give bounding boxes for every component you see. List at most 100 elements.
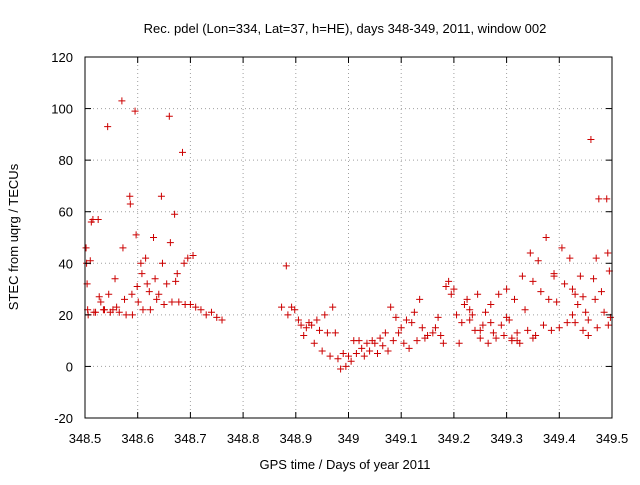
data-point [139, 306, 147, 314]
data-point [542, 234, 550, 241]
data-point [150, 234, 158, 241]
y-tick-label: 120 [51, 50, 73, 65]
data-point [476, 326, 484, 334]
data-point [579, 293, 587, 301]
data-point [158, 259, 166, 267]
data-point [416, 295, 424, 303]
data-point [157, 192, 165, 200]
data-point [550, 272, 558, 280]
data-point [513, 329, 521, 337]
data-point [521, 306, 529, 314]
x-tick-label: 348.7 [174, 431, 207, 446]
data-point [597, 288, 605, 296]
data-point [302, 324, 310, 332]
data-point [137, 259, 145, 267]
data-point [591, 295, 599, 303]
y-tick-label: 60 [59, 205, 73, 220]
data-point [392, 313, 400, 321]
data-point [503, 285, 511, 293]
data-point [576, 272, 584, 280]
data-point [371, 339, 379, 347]
data-point [163, 280, 171, 288]
data-point [138, 270, 146, 278]
data-point [363, 339, 371, 347]
data-point [213, 313, 221, 321]
x-tick-label: 349.2 [438, 431, 471, 446]
data-point [595, 195, 603, 203]
data-point [300, 331, 308, 339]
data-points [82, 97, 614, 373]
data-point [482, 308, 490, 316]
data-point [479, 321, 487, 329]
data-point [593, 324, 601, 332]
axis-ticks: 348.5 348.6 348.7 348.8 348.9 349 349.1 349.2 34… [51, 50, 628, 446]
data-point [316, 326, 324, 334]
data-point [513, 337, 521, 345]
data-point [376, 334, 384, 342]
data-point [571, 319, 579, 327]
x-tick-label: 349 [338, 431, 360, 446]
data-point [389, 337, 397, 345]
data-point [381, 329, 389, 337]
data-point [166, 239, 174, 247]
data-point [105, 290, 113, 298]
data-point [458, 319, 466, 327]
chart-title: Rec. pdel (Lon=334, Lat=37, h=HE), days … [144, 21, 547, 36]
grid [85, 57, 612, 418]
data-point [566, 254, 574, 262]
x-tick-label: 349.5 [596, 431, 629, 446]
data-point [92, 308, 100, 316]
data-point [131, 107, 139, 115]
data-point [342, 362, 350, 370]
data-point [94, 215, 102, 223]
data-point [405, 344, 413, 352]
data-point [284, 311, 292, 319]
y-tick-label: 40 [59, 256, 73, 271]
data-point [466, 316, 474, 324]
data-point [600, 308, 608, 316]
data-point [463, 295, 471, 303]
data-point [474, 290, 482, 298]
data-point [360, 352, 368, 360]
data-point [529, 334, 537, 342]
data-point [400, 339, 408, 347]
data-point [126, 200, 134, 208]
data-point [168, 298, 176, 306]
x-tick-label: 349.3 [490, 431, 523, 446]
data-point [545, 295, 553, 303]
data-point [326, 352, 334, 360]
y-tick-label: 0 [66, 359, 73, 374]
data-point [178, 148, 186, 156]
data-point [539, 321, 547, 329]
data-point [122, 311, 130, 319]
data-point [175, 298, 183, 306]
data-point [553, 298, 561, 306]
data-point [352, 350, 360, 358]
y-tick-label: 80 [59, 153, 73, 168]
data-point [492, 334, 500, 342]
data-point [337, 365, 345, 373]
data-point [431, 324, 439, 332]
data-point [171, 210, 179, 218]
data-point [453, 311, 461, 319]
data-point [115, 308, 123, 316]
data-point [511, 295, 519, 303]
data-point [180, 259, 188, 267]
data-point [121, 295, 129, 303]
data-point [155, 290, 163, 298]
x-tick-label: 349.1 [385, 431, 418, 446]
data-point [582, 308, 590, 316]
x-tick-label: 349.4 [543, 431, 576, 446]
data-point [395, 329, 403, 337]
data-point [603, 195, 611, 203]
y-tick-label: 100 [51, 102, 73, 117]
data-point [500, 331, 508, 339]
data-point [111, 275, 119, 283]
data-point [402, 316, 410, 324]
data-point [410, 308, 418, 316]
data-point [297, 321, 305, 329]
data-point [579, 326, 587, 334]
data-point [568, 285, 576, 293]
data-point [118, 97, 126, 105]
